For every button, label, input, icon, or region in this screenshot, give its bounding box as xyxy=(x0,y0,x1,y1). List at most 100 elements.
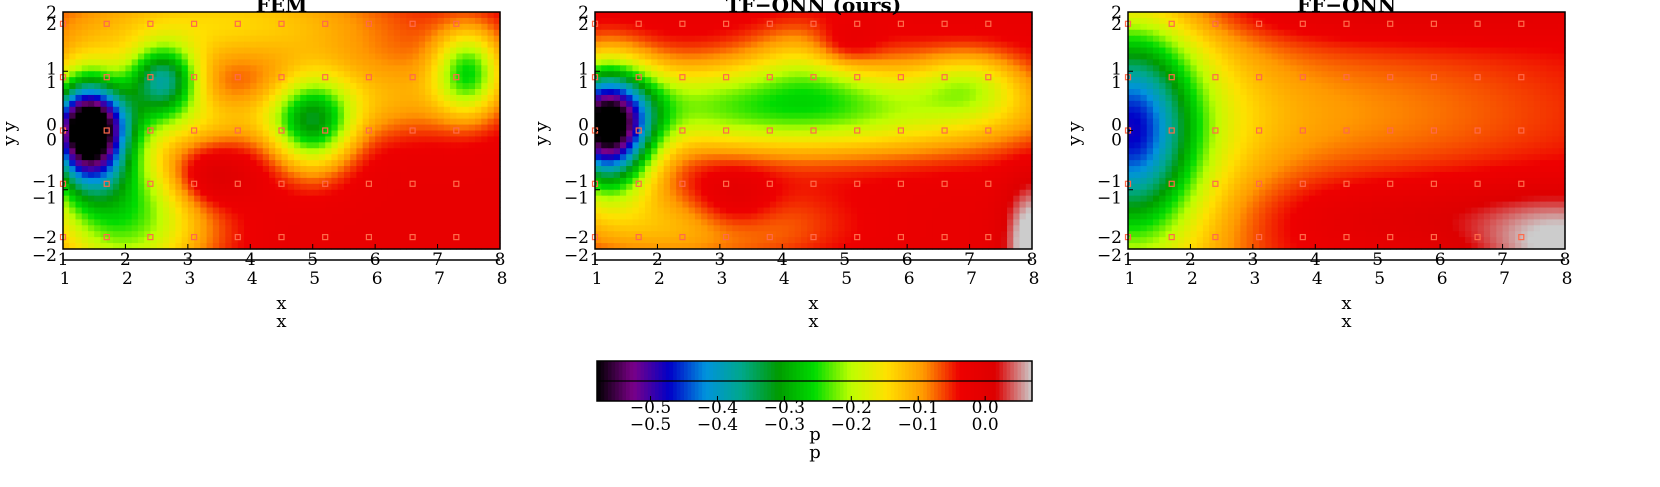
sensor-marker xyxy=(1474,180,1481,187)
sensor-marker xyxy=(1255,234,1263,241)
x-tick-label: 5 xyxy=(1374,269,1385,289)
sensor-marker xyxy=(103,234,110,241)
panel-title: TF−ONN (ours) xyxy=(726,0,901,17)
sensor-marker xyxy=(322,74,329,81)
sensor-marker xyxy=(234,180,241,187)
panel-title: FEM xyxy=(256,0,308,17)
sensor-marker xyxy=(1212,74,1219,81)
y-axis-label: y xyxy=(1064,135,1085,147)
sensor-marker xyxy=(766,127,773,134)
sensor-marker xyxy=(1212,180,1219,187)
sensor-marker xyxy=(1430,20,1438,27)
sensor-marker xyxy=(679,74,686,81)
y-tick-label: 2 xyxy=(578,3,589,23)
sensor-marker xyxy=(453,20,460,27)
colorbar-label: p xyxy=(809,442,821,463)
heatmap-field xyxy=(595,12,1033,250)
x-tick-label: 3 xyxy=(184,269,195,289)
y-tick-label: −1 xyxy=(32,188,57,208)
x-tick-label: 2 xyxy=(1187,269,1198,289)
sensor-marker xyxy=(365,74,372,81)
y-tick-label: 2 xyxy=(578,15,589,35)
sensor-marker xyxy=(897,234,905,241)
x-tick-label: 6 xyxy=(1435,250,1446,270)
sensor-marker xyxy=(854,20,861,27)
y-tick-label: 2 xyxy=(46,15,57,35)
sensor-marker xyxy=(1474,234,1481,241)
x-tick-label: 8 xyxy=(1560,250,1571,270)
y-tick-label: 1 xyxy=(1111,59,1122,79)
sensor-marker xyxy=(679,20,686,27)
sensor-marker xyxy=(679,234,686,241)
sensor-marker xyxy=(854,74,861,81)
sensor-marker xyxy=(679,127,686,134)
x-tick-label: 8 xyxy=(1027,250,1038,270)
x-tick-label: 5 xyxy=(309,269,320,289)
sensor-marker xyxy=(810,20,817,27)
x-tick-label: 3 xyxy=(716,269,727,289)
colorbar-tick-label: −0.4 xyxy=(697,415,738,435)
sensor-marker xyxy=(897,180,905,187)
x-tick-label: 7 xyxy=(434,269,445,289)
sensor-marker xyxy=(897,74,905,81)
sensor-marker xyxy=(722,20,730,27)
sensor-marker xyxy=(985,127,992,134)
sensor-marker xyxy=(147,20,154,27)
sensor-marker xyxy=(453,234,460,241)
sensor-marker xyxy=(941,234,948,241)
y-tick-label: −2 xyxy=(564,228,589,248)
colorbar-tick-label: 0.0 xyxy=(972,398,999,418)
y-axis-label: y xyxy=(0,121,20,133)
x-tick-label: 5 xyxy=(839,250,850,270)
sensor-marker xyxy=(365,20,372,27)
sensor-marker xyxy=(409,180,416,187)
sensor-marker xyxy=(1474,127,1481,134)
sensor-marker xyxy=(409,20,416,27)
sensor-marker xyxy=(1343,127,1350,134)
sensor-marker xyxy=(985,74,992,81)
sensor-marker xyxy=(278,20,285,27)
sensor-marker xyxy=(810,180,817,187)
sensor-marker xyxy=(722,180,730,187)
sensor-marker xyxy=(147,127,154,134)
x-tick-label: 3 xyxy=(182,250,193,270)
y-axis-label: y xyxy=(531,135,552,147)
heatmap-panel-2 xyxy=(591,11,1033,261)
sensor-marker xyxy=(409,234,416,241)
y-tick-label: 1 xyxy=(578,73,589,93)
sensor-marker xyxy=(679,180,686,187)
sensor-marker xyxy=(1168,127,1175,134)
sensor-marker xyxy=(147,74,154,81)
sensor-marker xyxy=(322,20,329,27)
sensor-marker xyxy=(147,180,154,187)
sensor-marker xyxy=(635,127,642,134)
sensor-marker xyxy=(766,74,773,81)
sensor-marker xyxy=(103,74,110,81)
x-tick-label: 4 xyxy=(247,269,258,289)
sensor-marker xyxy=(941,180,948,187)
x-tick-label: 4 xyxy=(1312,269,1323,289)
x-tick-label: 5 xyxy=(307,250,318,270)
sensor-marker xyxy=(322,127,329,134)
x-axis-label: x xyxy=(1341,311,1351,332)
sensor-marker xyxy=(191,234,198,241)
x-tick-label: 4 xyxy=(1310,250,1321,270)
sensor-marker xyxy=(278,180,285,187)
y-tick-label: 1 xyxy=(578,59,589,79)
sensor-marker xyxy=(1299,20,1306,27)
x-tick-label: 1 xyxy=(1123,250,1134,270)
sensor-marker xyxy=(278,74,285,81)
sensor-marker xyxy=(1387,127,1394,134)
x-tick-label: 8 xyxy=(1562,269,1573,289)
x-tick-label: 7 xyxy=(964,250,975,270)
sensor-marker xyxy=(147,234,154,241)
sensor-marker xyxy=(985,180,992,187)
sensor-marker xyxy=(1168,234,1175,241)
sensor-marker xyxy=(985,20,992,27)
sensor-marker xyxy=(1343,234,1350,241)
x-tick-label: 4 xyxy=(245,250,256,270)
y-tick-label: 1 xyxy=(46,59,57,79)
sensor-marker xyxy=(810,234,817,241)
sensor-marker xyxy=(1255,74,1263,81)
